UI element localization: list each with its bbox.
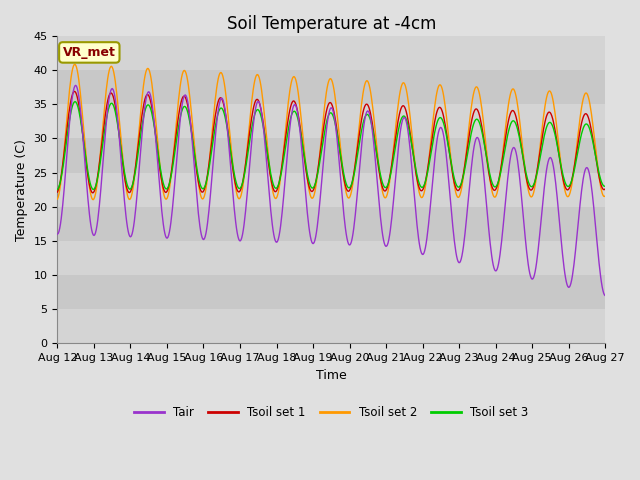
Bar bbox=[58, 309, 605, 343]
Bar bbox=[58, 36, 605, 70]
Legend: Tair, Tsoil set 1, Tsoil set 2, Tsoil set 3: Tair, Tsoil set 1, Tsoil set 2, Tsoil se… bbox=[129, 401, 533, 424]
Bar bbox=[58, 138, 605, 173]
Y-axis label: Temperature (C): Temperature (C) bbox=[15, 139, 28, 240]
Bar bbox=[58, 173, 605, 207]
Text: VR_met: VR_met bbox=[63, 46, 116, 59]
Bar bbox=[58, 207, 605, 241]
Bar bbox=[58, 70, 605, 104]
Bar bbox=[58, 241, 605, 275]
Title: Soil Temperature at -4cm: Soil Temperature at -4cm bbox=[227, 15, 436, 33]
Bar bbox=[58, 104, 605, 138]
Bar bbox=[58, 275, 605, 309]
X-axis label: Time: Time bbox=[316, 369, 347, 382]
